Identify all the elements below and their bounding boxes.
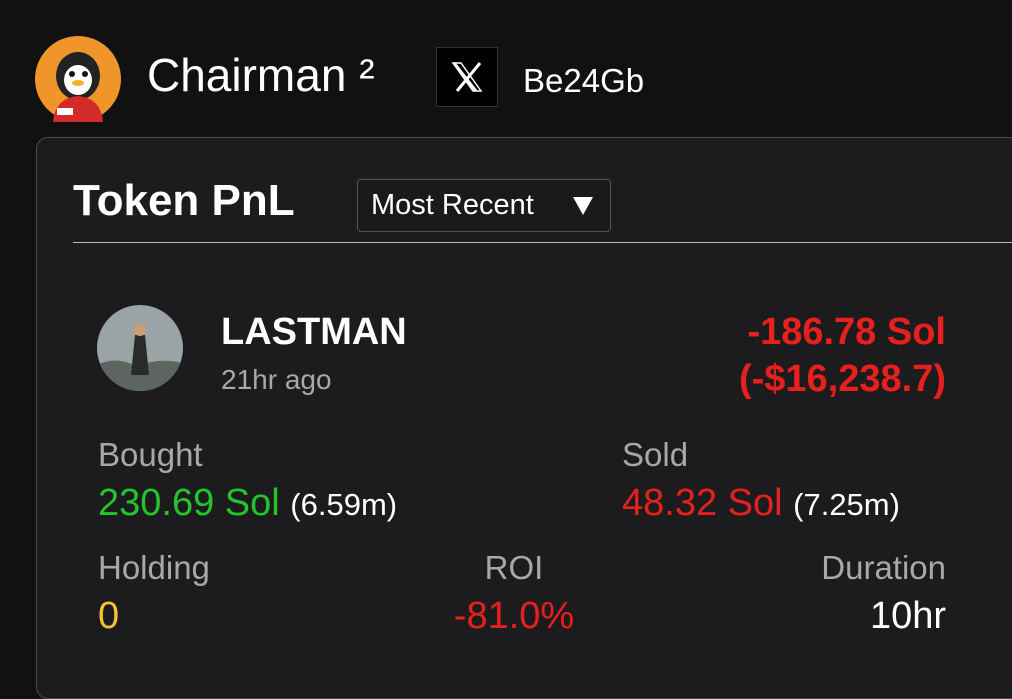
duration-label: Duration <box>821 549 946 586</box>
token-avatar <box>97 305 183 391</box>
pnl-sol: -186.78 Sol <box>747 311 946 353</box>
holding-label: Holding <box>98 549 210 586</box>
holding-value: 0 <box>98 595 120 637</box>
dropdown-arrow <box>573 197 593 215</box>
sort-label[interactable]: Most Recent <box>371 189 534 221</box>
page: Chairman ² Be24Gb Token PnL Most Recent … <box>35 36 1012 699</box>
pnl-card <box>36 137 1012 699</box>
bought-row: 230.69 Sol (6.59m) <box>98 484 397 522</box>
divider <box>73 242 1012 243</box>
roi-value: -81.0% <box>453 595 575 637</box>
roi-label: ROI <box>484 549 544 586</box>
x-link[interactable] <box>436 47 498 107</box>
sold-label: Sold <box>622 436 689 473</box>
bought-size: (6.59m) <box>290 487 398 522</box>
card-title: Token PnL <box>73 176 295 225</box>
sold-row: 48.32 Sol (7.25m) <box>622 484 900 522</box>
pnl-usd: (-$16,238.7) <box>738 358 946 400</box>
token-name: LASTMAN <box>221 311 407 353</box>
sort-dropdown[interactable] <box>357 179 611 232</box>
wallet-handle[interactable]: Be24Gb <box>523 62 645 99</box>
bought-label: Bought <box>98 436 203 473</box>
duration-value: 10hr <box>869 595 946 637</box>
token-time: 21hr ago <box>221 364 332 395</box>
user-name: Chairman ² <box>147 49 375 101</box>
sold-amount: 48.32 Sol <box>622 482 783 524</box>
profile-avatar[interactable] <box>35 36 121 122</box>
sold-size: (7.25m) <box>793 487 900 522</box>
bought-amount: 230.69 Sol <box>98 482 280 524</box>
